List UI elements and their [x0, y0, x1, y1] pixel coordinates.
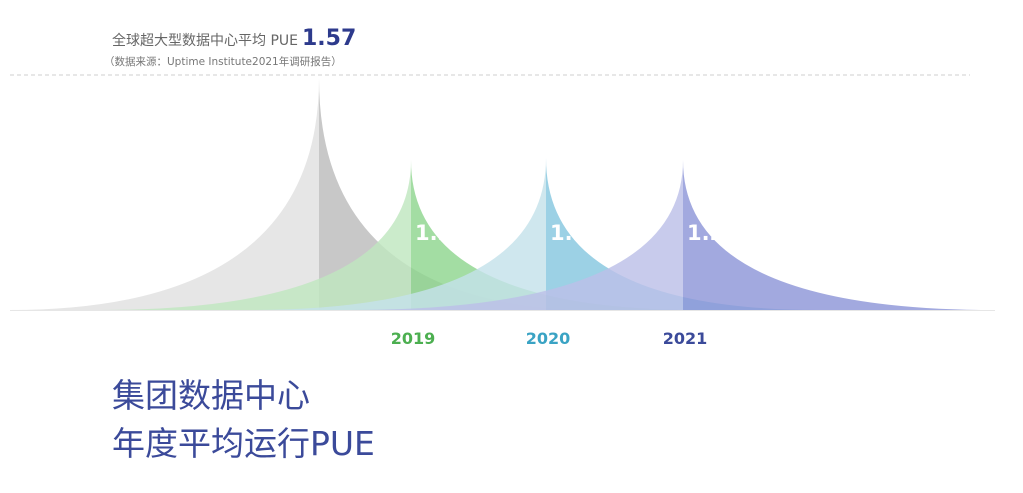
reference-value: 1.57: [302, 26, 357, 51]
title-text: 全球超大型数据中心平均 PUE: [112, 33, 298, 49]
pue-chart: 1.21 2019 1.22 2020 1.21 2021: [10, 74, 995, 348]
heading-line-2: 年度平均运行PUE: [112, 424, 375, 463]
data-label-2020: 1.22: [550, 221, 602, 245]
chart-title: 全球超大型数据中心平均 PUE 1.57: [112, 26, 356, 51]
heading-line-1: 集团数据中心: [112, 376, 310, 415]
x-tick-2019: 2019: [391, 329, 436, 348]
peak-2021-left: [350, 159, 683, 310]
data-source: （数据来源：Uptime Institute2021年调研报告）: [104, 56, 342, 68]
x-tick-2021: 2021: [663, 329, 708, 348]
x-tick-2020: 2020: [526, 329, 571, 348]
data-label-2019: 1.21: [415, 221, 467, 245]
peak-2019-left: [100, 159, 411, 310]
reference-peak-left: [10, 77, 319, 311]
peak-2020-left: [250, 157, 546, 310]
data-label-2021: 1.21: [687, 221, 739, 245]
peak-2021-right: [683, 159, 995, 310]
section-heading: 集团数据中心 年度平均运行PUE: [112, 372, 375, 468]
